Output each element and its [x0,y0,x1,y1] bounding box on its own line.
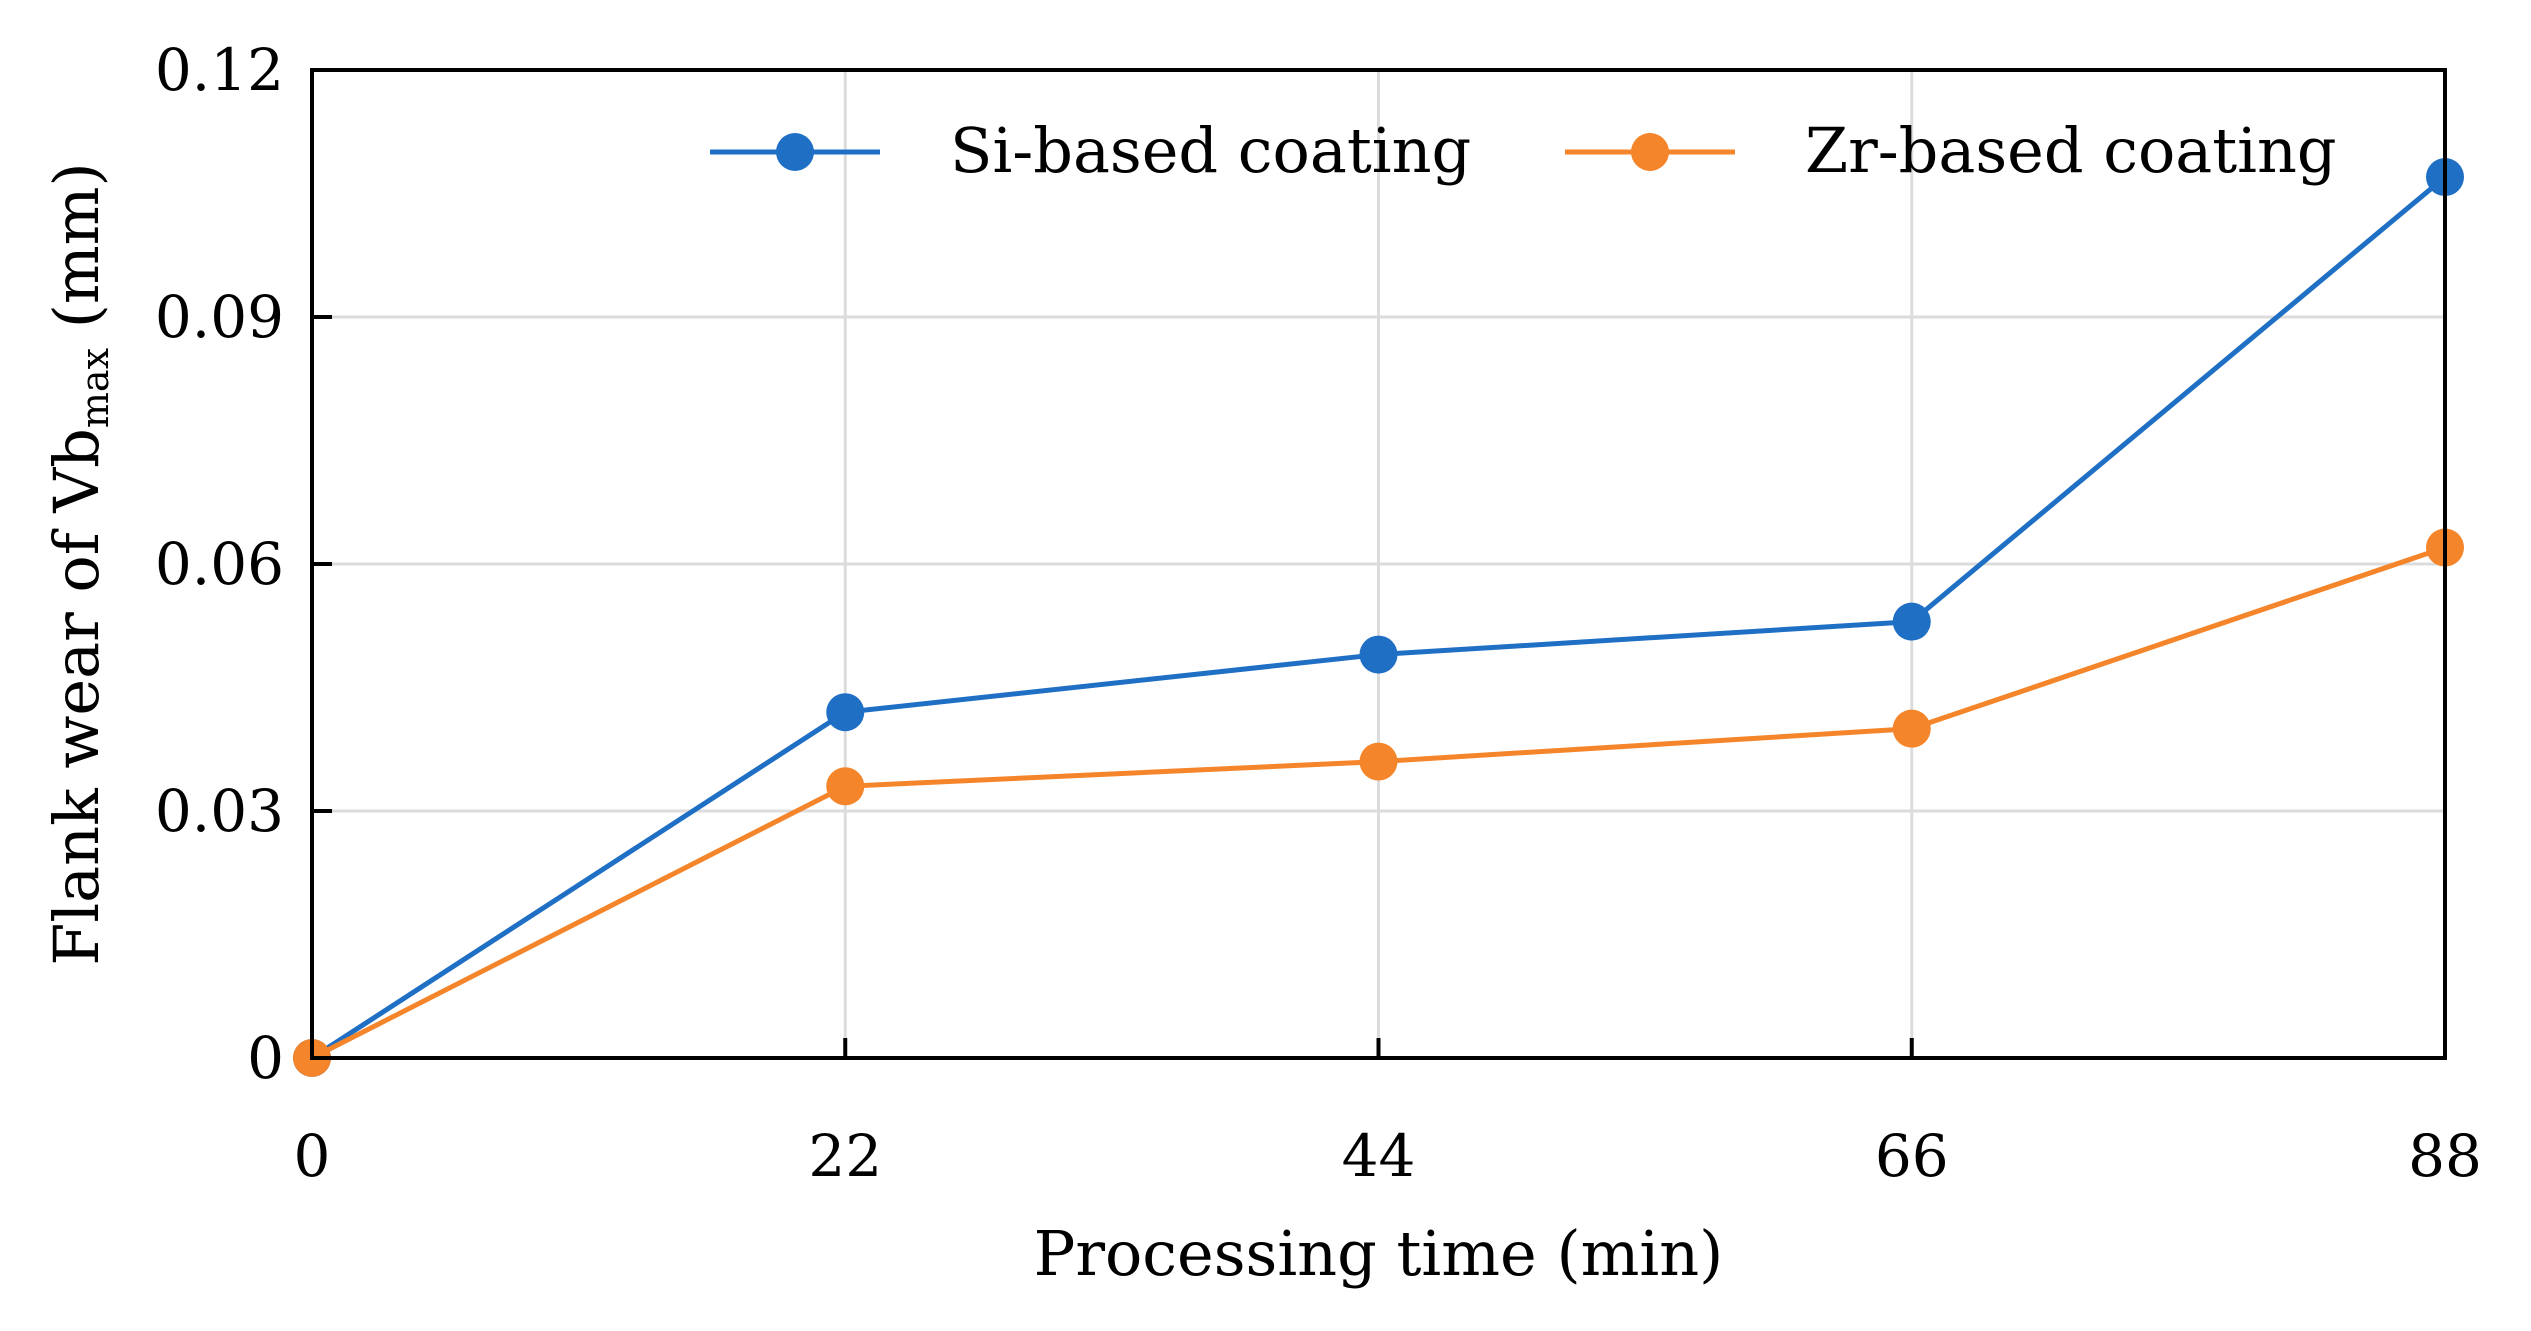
legend-item: Si-based coating [710,114,1471,187]
legend-marker [1631,133,1669,171]
data-point [1359,742,1398,781]
y-axis-title-subscript: max [73,348,117,428]
data-point [826,767,865,806]
data-point [1892,709,1931,748]
x-tick-label: 22 [808,1122,882,1190]
series-zr-based [293,528,2464,1077]
x-axis-title: Processing time (min) [1034,1217,1724,1290]
y-tick-label: 0 [247,1024,284,1092]
x-tick-label: 66 [1875,1122,1949,1190]
data-point [1359,635,1398,674]
y-axis-title-suffix: (mm) [40,162,113,348]
data-point [1892,602,1931,641]
legend-label: Si-based coating [950,114,1471,187]
y-tick-label: 0.03 [155,777,284,845]
axis-ticks: 0 22 44 66 88 0 0.03 0.06 0.09 0.12 [155,36,2482,1190]
y-tick-label: 0.12 [155,36,284,104]
legend-marker [776,133,814,171]
y-axis-title-main: Flank wear of Vb [40,428,113,966]
y-tick-label: 0.09 [155,283,284,351]
legend-label: Zr-based coating [1805,114,2337,187]
legend-item: Zr-based coating [1565,114,2337,187]
x-tick-label: 44 [1342,1122,1416,1190]
data-point [826,693,865,732]
y-tick-label: 0.06 [155,530,284,598]
legend: Si-based coating Zr-based coating [710,114,2337,187]
grid-lines [310,68,2447,1060]
x-tick-label: 88 [2408,1122,2482,1190]
x-tick-label: 0 [294,1122,331,1190]
y-axis-title: Flank wear of Vbmax (mm) [40,162,117,965]
